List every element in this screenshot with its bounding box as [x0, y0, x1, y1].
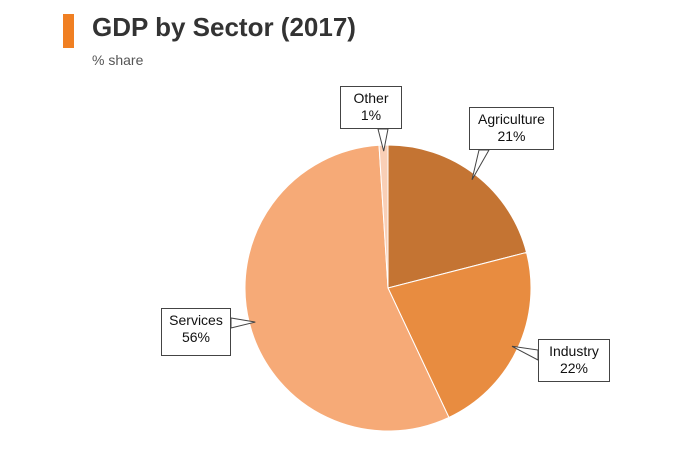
callout-agriculture: Agriculture 21% — [469, 107, 554, 150]
callout-leader-industry — [511, 345, 539, 361]
callout-services: Services 56% — [161, 308, 231, 356]
slice-value-services: 56% — [181, 329, 211, 345]
callout-other: Other 1% — [340, 86, 402, 129]
slice-value-agriculture: 21% — [497, 128, 526, 144]
slice-label-other: Other — [353, 90, 389, 106]
slice-label-services: Services — [169, 312, 223, 328]
callout-leaders — [230, 128, 539, 361]
pie-slices — [244, 144, 532, 432]
chart-title: GDP by Sector (2017) — [92, 12, 356, 42]
callout-leader-services — [230, 317, 256, 329]
slice-label-agriculture: Agriculture — [478, 111, 545, 127]
callout-industry: Industry 22% — [538, 339, 610, 382]
callout-leader-other — [377, 128, 389, 152]
pie-slice-agriculture — [387, 144, 528, 289]
title-accent-bar — [63, 14, 74, 48]
slice-value-industry: 22% — [559, 360, 589, 376]
chart-subtitle: % share — [92, 52, 144, 68]
slice-value-other: 1% — [360, 107, 382, 123]
slice-label-industry: Industry — [549, 343, 599, 359]
callout-leader-agriculture — [471, 149, 490, 180]
